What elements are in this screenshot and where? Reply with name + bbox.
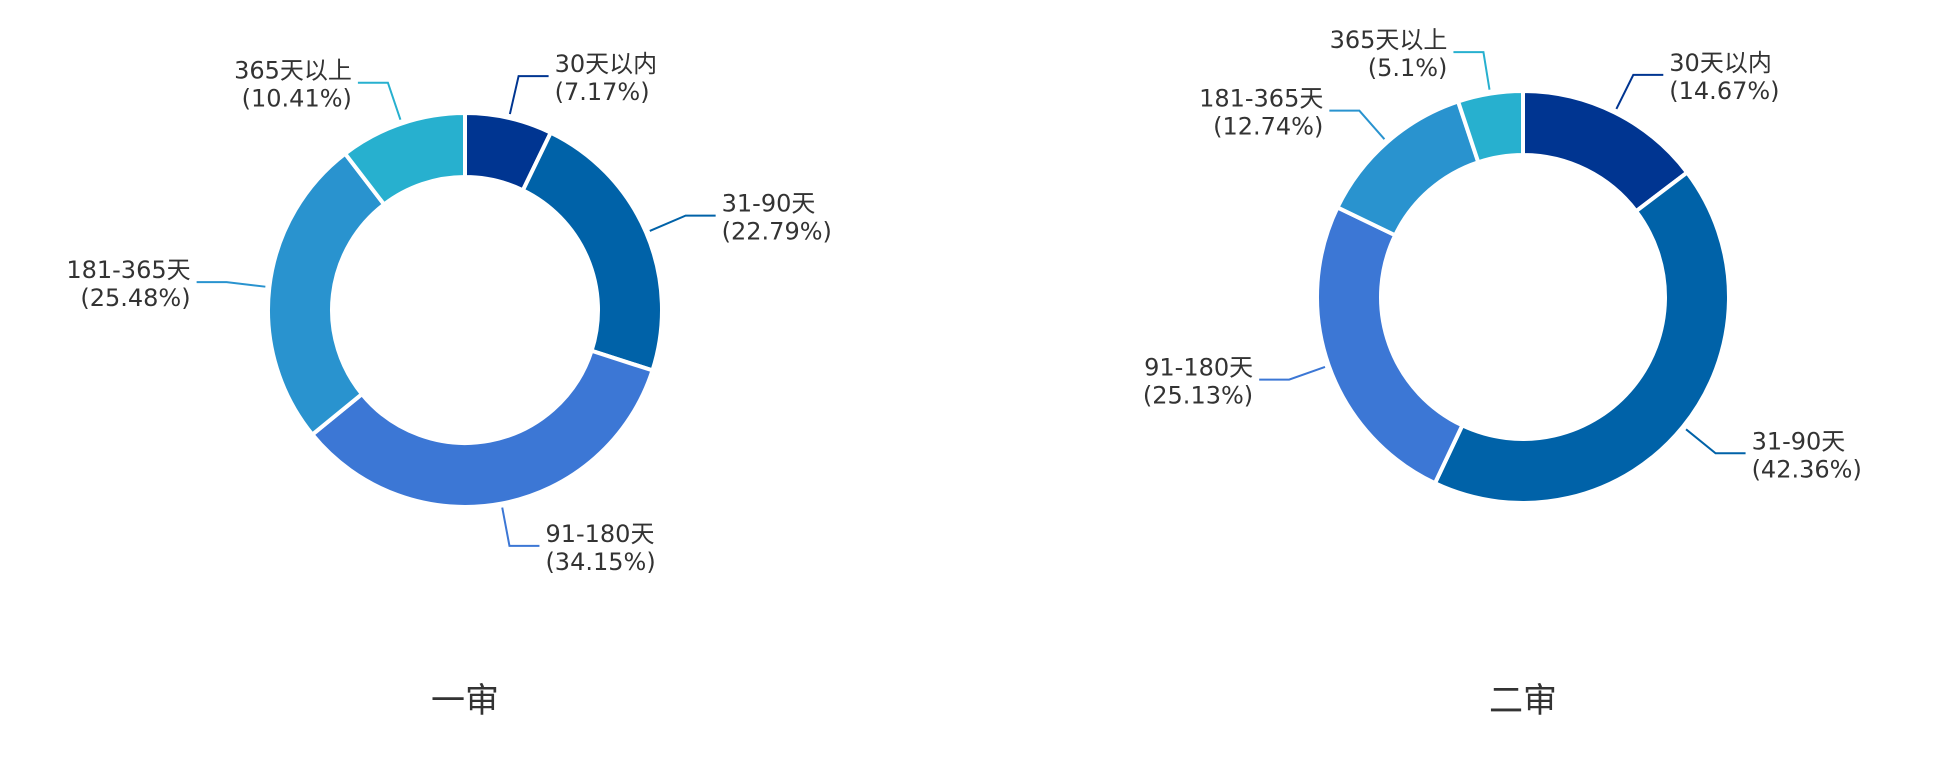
chart2-slice-2 <box>1315 205 1465 486</box>
chart1-label-1: 31-90天 <box>722 190 816 218</box>
chart2-label-2: 91-180天 <box>1144 354 1253 382</box>
chart1-leader-line-3 <box>196 281 266 288</box>
chart2-label-4: 365天以上 <box>1330 26 1448 54</box>
chart1-pct-label-3: (25.48%) <box>80 284 190 312</box>
donut-chart-2: 30天以内(14.67%) 31-90天(42.36%) 91-180天(25.13… <box>1143 26 1862 721</box>
chart1-title: 一审 <box>431 681 499 721</box>
chart2-slice-3 <box>1335 99 1481 238</box>
chart2-pct-label-0: (14.67%) <box>1669 77 1779 105</box>
chart1-label-0: 30天以内 <box>555 50 658 78</box>
chart2-pct-label-4: (5.1%) <box>1368 54 1448 82</box>
chart1-pct-label-0: (7.17%) <box>555 78 650 106</box>
chart2-leader-line-3 <box>1329 109 1386 140</box>
chart2-slice-1 <box>1432 170 1731 505</box>
chart2-pct-label-3: (12.74%) <box>1213 113 1323 141</box>
chart1-leader-line-2 <box>501 507 540 547</box>
chart2-slice-4 <box>1456 89 1525 165</box>
chart1-label-2: 91-180天 <box>545 520 654 548</box>
chart1-pct-label-1: (22.79%) <box>722 218 832 246</box>
donut-chart-1: 30天以内(7.17%) 31-90天(22.79%) 91-180天(34.15%… <box>66 50 832 721</box>
chart2-pct-label-2: (25.13%) <box>1143 382 1253 410</box>
chart1-slice-3 <box>266 151 387 437</box>
chart1-leader-line-4 <box>357 81 402 120</box>
chart2-pct-label-1: (42.36%) <box>1752 455 1862 483</box>
chart2-label-3: 181-365天 <box>1199 85 1323 113</box>
chart2-leader-line-0 <box>1615 73 1664 110</box>
chart1-pct-label-2: (34.15%) <box>545 548 655 576</box>
chart1-slice-4 <box>343 111 467 207</box>
chart2-label-0: 30天以内 <box>1669 49 1772 77</box>
chart1-label-4: 365天以上 <box>234 57 352 85</box>
chart2-label-1: 31-90天 <box>1752 427 1846 455</box>
chart1-leader-line-1 <box>649 214 716 232</box>
chart2-title: 二审 <box>1489 681 1557 721</box>
chart2-leader-line-2 <box>1259 366 1326 381</box>
chart2-leader-line-1 <box>1685 428 1746 455</box>
chart1-slice-1 <box>520 130 664 373</box>
chart1-leader-line-0 <box>508 75 549 115</box>
chart1-pct-label-4: (10.41%) <box>242 85 352 113</box>
chart1-slice-2 <box>310 348 655 509</box>
chart2-leader-line-4 <box>1453 51 1491 90</box>
chart1-label-3: 181-365天 <box>66 256 190 284</box>
